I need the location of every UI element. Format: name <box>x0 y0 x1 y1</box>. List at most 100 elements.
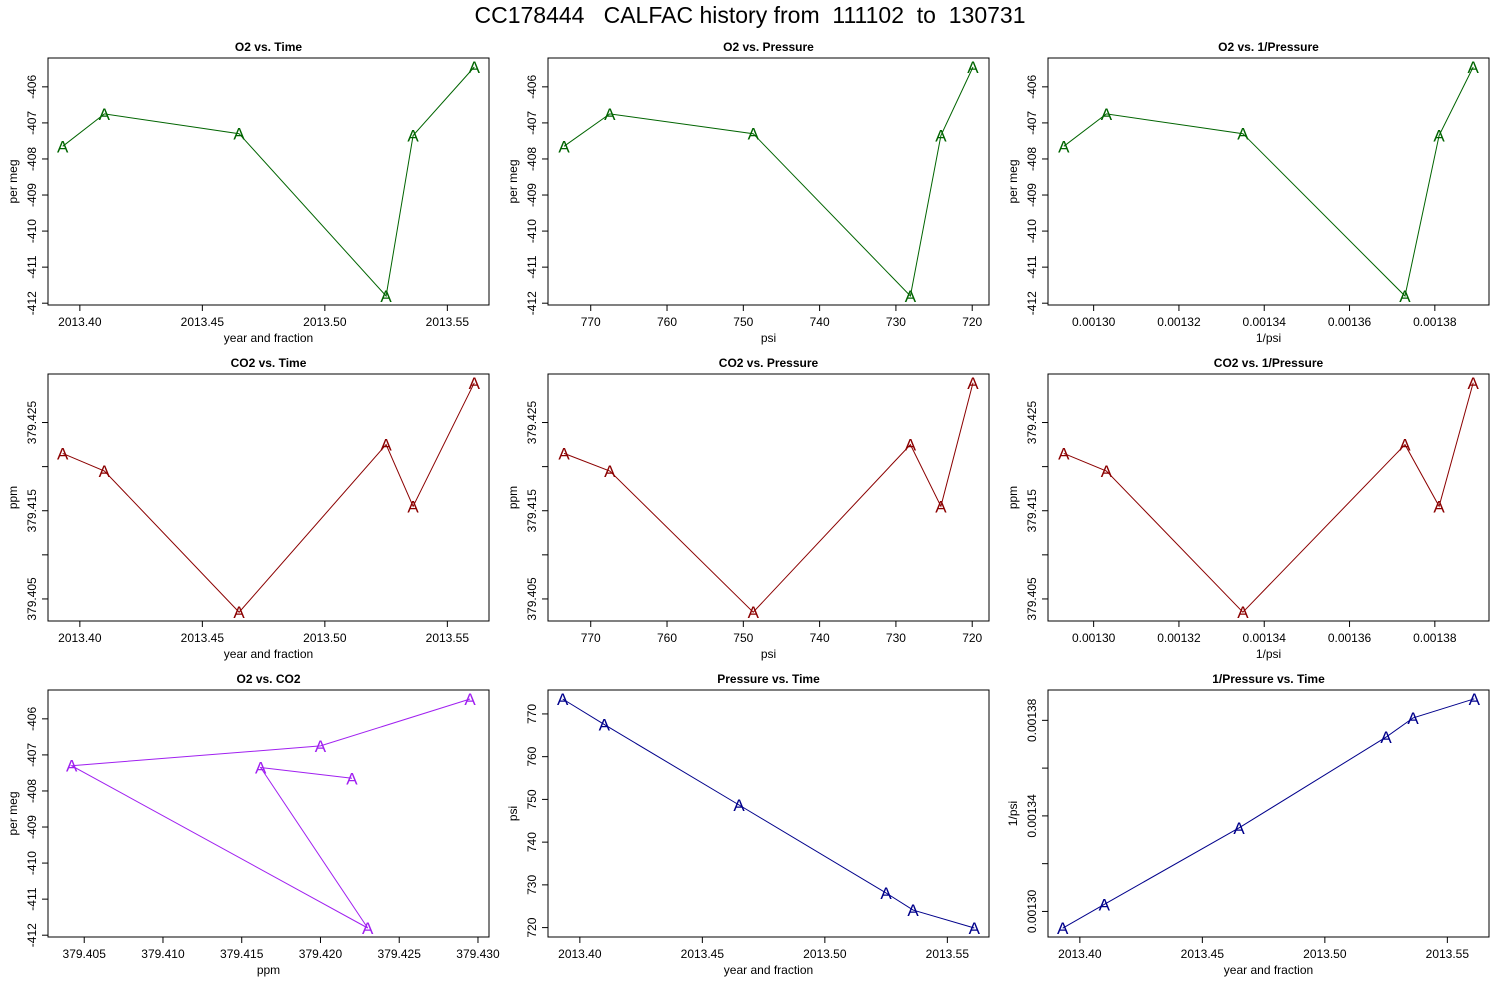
data-point: A <box>469 374 481 393</box>
data-point: A <box>362 919 374 938</box>
x-axis-label: year and fraction <box>724 963 813 977</box>
series-line <box>1062 698 1475 929</box>
data-point: A <box>1469 690 1481 709</box>
series-line <box>563 66 974 298</box>
panel-title: CO2 vs. 1/Pressure <box>1214 356 1324 370</box>
y-tick-label: -412 <box>25 291 39 315</box>
x-tick-label: 2013.50 <box>803 947 847 961</box>
x-tick-label: 2013.40 <box>558 947 602 961</box>
series-line <box>1063 66 1474 298</box>
y-tick-label: -409 <box>1025 183 1039 207</box>
data-point: A <box>905 287 917 306</box>
x-tick-label: 2013.55 <box>426 631 470 645</box>
x-tick-label: 379.405 <box>63 947 107 961</box>
y-tick-label: 379.415 <box>1025 489 1039 533</box>
data-point: A <box>1233 819 1245 838</box>
data-point: A <box>57 137 69 156</box>
y-tick-label: 0.00130 <box>1025 889 1039 933</box>
data-point: A <box>233 603 245 622</box>
data-point: A <box>748 125 760 144</box>
chart-panel-3: O2 vs. 1/Pressure 0.00130 0.00132 0.00134 0.… <box>1006 40 1490 345</box>
data-point: A <box>407 497 419 516</box>
data-point: A <box>905 436 917 455</box>
data-point: A <box>558 137 570 156</box>
x-tick-label: 2013.50 <box>1303 947 1347 961</box>
y-tick-label: -406 <box>1025 75 1039 99</box>
data-point: A <box>967 374 979 393</box>
data-point: A <box>1399 436 1411 455</box>
series-line <box>62 66 475 298</box>
y-tick-label: -407 <box>25 111 39 135</box>
y-tick-label: -406 <box>25 707 39 731</box>
data-point: A <box>407 127 419 146</box>
x-tick-label: 2013.40 <box>58 631 102 645</box>
y-tick-label: -412 <box>525 291 539 315</box>
data-point: A <box>935 497 947 516</box>
data-point: A <box>907 901 919 920</box>
y-tick-label: 0.00138 <box>1025 698 1039 742</box>
plot-frame <box>47 373 490 622</box>
x-tick-label: 379.420 <box>299 947 343 961</box>
y-axis-label: per meg <box>6 791 20 835</box>
series-line <box>1063 382 1474 613</box>
data-point: A <box>469 58 481 77</box>
x-axis-label: ppm <box>257 963 280 977</box>
x-tick-label: 0.00138 <box>1413 315 1457 329</box>
data-point: A <box>1407 709 1419 728</box>
y-tick-label: -408 <box>525 147 539 171</box>
panel-title: 1/Pressure vs. Time <box>1212 672 1325 686</box>
y-tick-label: 379.415 <box>525 489 539 533</box>
page-title: CC178444 CALFAC history from 111102 to 1… <box>474 2 1026 28</box>
x-tick-label: 379.430 <box>456 947 500 961</box>
panel-title: CO2 vs. Time <box>231 356 307 370</box>
data-point: A <box>748 603 760 622</box>
y-tick-label: 720 <box>525 917 539 937</box>
series-line <box>563 382 974 613</box>
x-tick-label: 0.00130 <box>1072 315 1116 329</box>
panel-title: O2 vs. Time <box>235 40 302 54</box>
y-tick-label: -412 <box>25 923 39 947</box>
x-tick-label: 760 <box>657 315 677 329</box>
y-axis-label: 1/psi <box>1006 801 1020 826</box>
data-point: A <box>1058 137 1070 156</box>
y-tick-label: 770 <box>525 704 539 724</box>
plot-frame <box>1047 689 1490 938</box>
data-point: A <box>604 105 616 124</box>
y-tick-label: -408 <box>1025 147 1039 171</box>
series-line <box>562 698 975 929</box>
x-tick-label: 2013.55 <box>926 947 970 961</box>
x-tick-label: 2013.55 <box>426 315 470 329</box>
chart-panel-9: 1/Pressure vs. Time 2013.40 2013.45 2013.50… <box>1006 672 1490 977</box>
y-tick-label: -410 <box>1025 219 1039 243</box>
data-point: A <box>315 737 327 756</box>
panel-title: O2 vs. CO2 <box>236 672 300 686</box>
x-axis-label: year and fraction <box>1224 963 1313 977</box>
y-tick-label: -407 <box>1025 111 1039 135</box>
panel-title: O2 vs. Pressure <box>723 40 814 54</box>
plot-frame <box>547 57 990 306</box>
x-tick-label: 379.410 <box>141 947 185 961</box>
y-tick-label: -408 <box>25 779 39 803</box>
x-tick-label: 379.425 <box>378 947 422 961</box>
x-tick-label: 2013.50 <box>303 315 347 329</box>
x-tick-label: 730 <box>886 315 906 329</box>
x-tick-label: 760 <box>657 631 677 645</box>
data-point: A <box>557 690 569 709</box>
x-tick-label: 0.00130 <box>1072 631 1116 645</box>
x-tick-label: 0.00134 <box>1243 631 1287 645</box>
y-tick-label: -407 <box>25 743 39 767</box>
data-point: A <box>233 125 245 144</box>
y-tick-label: 379.405 <box>25 577 39 621</box>
y-tick-label: 730 <box>525 875 539 895</box>
chart-panel-7: O2 vs. CO2 379.405 379.410 379.415 379.420 37… <box>6 672 500 977</box>
x-axis-label: psi <box>761 647 776 661</box>
y-tick-label: -411 <box>25 255 39 278</box>
panel-title: Pressure vs. Time <box>717 672 820 686</box>
y-axis-label: ppm <box>6 486 20 509</box>
y-tick-label: 760 <box>525 746 539 766</box>
chart-panel-2: O2 vs. Pressure 770 760 750 740 730 720 -412 -41… <box>506 40 990 345</box>
chart-panel-8: Pressure vs. Time 2013.40 2013.45 2013.50 20… <box>506 672 990 977</box>
data-point: A <box>1237 603 1249 622</box>
x-axis-label: year and fraction <box>224 331 313 345</box>
